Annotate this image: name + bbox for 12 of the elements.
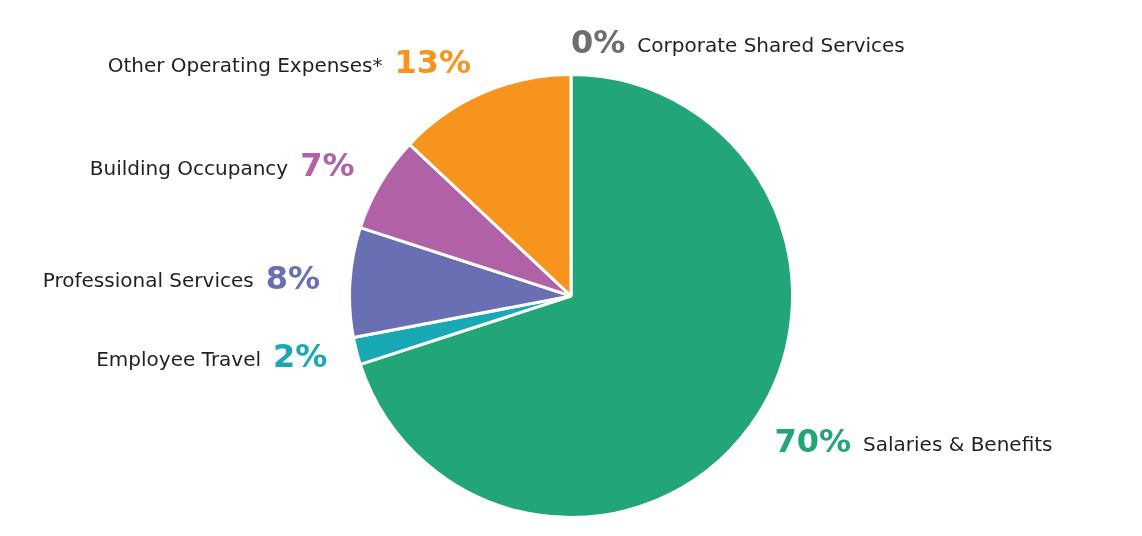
- data-label: 7%: [300, 146, 355, 185]
- data-label: 13%: [394, 43, 472, 82]
- slice-label: Professional Services: [42, 268, 254, 293]
- data-label: 70%: [774, 422, 852, 461]
- slice-label: Building Occupancy: [89, 156, 289, 181]
- slice-label: Salaries & Benefits: [863, 432, 1053, 457]
- category-label: Corporate Shared Services: [637, 32, 905, 57]
- slice-label: Employee Travel: [96, 346, 262, 371]
- text: 0%: [571, 22, 626, 61]
- slice-label: Other Operating Expenses*: [107, 53, 383, 78]
- data-label: 2%: [273, 336, 328, 375]
- data-label: 8%: [265, 258, 320, 297]
